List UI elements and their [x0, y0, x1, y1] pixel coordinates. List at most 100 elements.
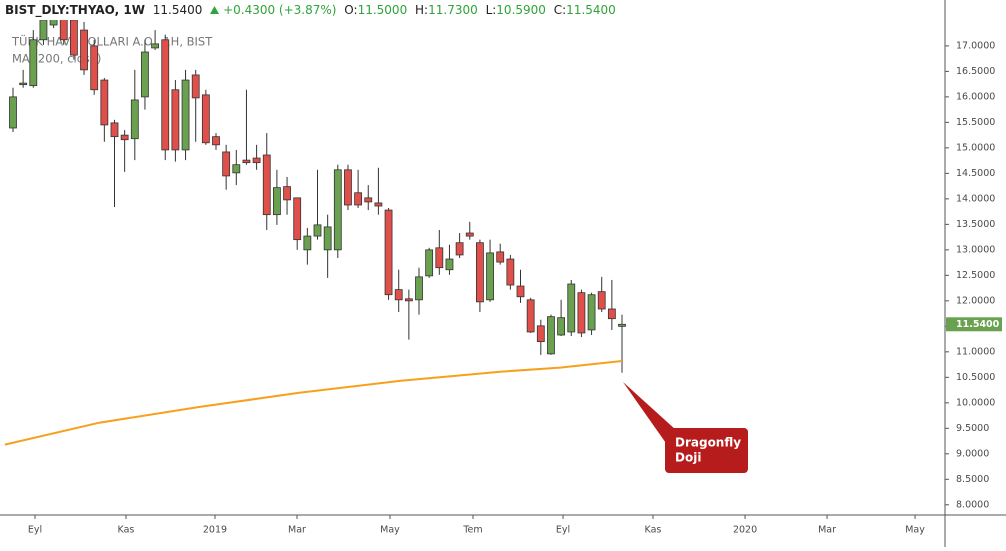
- candle-body: [404, 298, 413, 302]
- y-tick-label: 8.0000: [956, 499, 989, 510]
- candle-body: [222, 151, 231, 177]
- last-price-box: [946, 317, 1002, 332]
- y-tick-label: 15.5000: [956, 117, 995, 128]
- x-tick-label: May: [905, 525, 925, 536]
- candle-body: [607, 308, 616, 320]
- candle-body: [313, 224, 322, 237]
- close-label: C:: [553, 3, 567, 17]
- candle-body: [69, 19, 78, 56]
- candle-body: [80, 29, 88, 71]
- x-tick-label: Kas: [645, 525, 662, 536]
- high-value: 11.7300: [428, 3, 478, 17]
- candle-body: [161, 39, 170, 151]
- annotation-pointer: [623, 382, 676, 446]
- candle-body: [415, 276, 423, 301]
- candle-body: [526, 299, 535, 333]
- low-value: 10.5900: [496, 3, 546, 17]
- candle-body: [39, 19, 48, 41]
- candle-body: [171, 89, 180, 151]
- candle-body: [597, 291, 606, 310]
- candle-body: [547, 316, 555, 355]
- x-tick-label: 2019: [203, 525, 227, 536]
- y-tick-label: 8.5000: [956, 474, 989, 485]
- candle-body: [354, 192, 363, 206]
- candle-body: [425, 249, 434, 277]
- candle-body: [486, 252, 494, 301]
- candle-body: [262, 154, 271, 216]
- candle-body: [252, 157, 261, 164]
- up-icon: [210, 6, 220, 14]
- x-tick-label: Eyl: [28, 525, 42, 536]
- x-tick-label: May: [380, 525, 400, 536]
- y-tick-label: 11.0000: [956, 346, 995, 357]
- x-tick-label: 2020: [733, 525, 757, 536]
- moving-average-line: [4, 360, 623, 446]
- x-tick-label: Eyl: [556, 525, 570, 536]
- candle-body: [130, 99, 139, 140]
- candle-body: [455, 242, 464, 256]
- candle-body: [577, 292, 586, 334]
- candle-body: [19, 82, 28, 86]
- y-tick-label: 14.0000: [956, 193, 995, 204]
- annotation-text: Dragonfly: [675, 436, 741, 450]
- candle-body: [29, 39, 38, 87]
- last-price-label: 11.5400: [956, 319, 1000, 330]
- legend-header: BIST_DLY:THYAO, 1W 11.5400 +0.4300 (+3.8…: [0, 0, 626, 20]
- y-tick-label: 16.5000: [956, 66, 995, 77]
- change: +0.4300 (+3.87%): [223, 3, 337, 17]
- x-tick-label: Tem: [462, 525, 482, 536]
- candle-body: [618, 323, 626, 327]
- high-label: H:: [415, 3, 429, 17]
- candle-body: [445, 258, 454, 271]
- symbol: BIST_DLY:THYAO, 1W: [5, 3, 145, 17]
- annotation-text: Doji: [675, 451, 701, 465]
- candle-body: [191, 74, 200, 99]
- candle-body: [435, 247, 444, 269]
- candle-body: [384, 209, 393, 296]
- candle-body: [110, 122, 119, 138]
- y-tick-label: 13.0000: [956, 244, 995, 255]
- candle-body: [303, 235, 312, 251]
- candle-body: [232, 164, 241, 174]
- close-value: 11.5400: [566, 3, 616, 17]
- candle-body: [344, 169, 352, 206]
- price: 11.5400: [152, 3, 203, 17]
- candle-body: [201, 94, 210, 144]
- candle-body: [557, 317, 566, 336]
- candle-body: [273, 187, 281, 216]
- candle-body: [536, 325, 545, 343]
- x-tick-label: Mar: [288, 525, 306, 536]
- candle-body: [496, 251, 505, 263]
- low-label: L:: [485, 3, 497, 17]
- y-tick-label: 14.5000: [956, 168, 995, 179]
- candle-body: [212, 136, 220, 146]
- open-label: O:: [344, 3, 358, 17]
- candle-body: [283, 186, 291, 201]
- annotation-box: [665, 428, 748, 473]
- candle-body: [293, 197, 302, 241]
- candle-body: [141, 51, 149, 98]
- y-tick-label: 10.5000: [956, 372, 995, 383]
- y-tick-label: 15.0000: [956, 142, 995, 153]
- candle-body: [100, 79, 109, 126]
- candle-body: [323, 226, 332, 251]
- candle-body: [333, 169, 342, 251]
- y-tick-label: 9.5000: [956, 423, 989, 434]
- candle-body: [242, 159, 251, 164]
- open-value: 11.5000: [357, 3, 408, 17]
- candle-body: [90, 45, 99, 91]
- candle-body: [516, 285, 525, 298]
- y-tick-label: 10.0000: [956, 397, 995, 408]
- y-tick-label: 13.5000: [956, 219, 995, 230]
- candle-body: [181, 79, 190, 151]
- y-tick-label: 17.0000: [956, 40, 995, 51]
- plot-area: [4, 2, 626, 446]
- y-tick-label: 16.0000: [956, 91, 995, 102]
- candle-body: [394, 289, 403, 301]
- y-tick-label: 12.0000: [956, 295, 995, 306]
- candle-body: [374, 202, 383, 207]
- candle-body: [587, 294, 596, 331]
- candle-body: [9, 96, 17, 129]
